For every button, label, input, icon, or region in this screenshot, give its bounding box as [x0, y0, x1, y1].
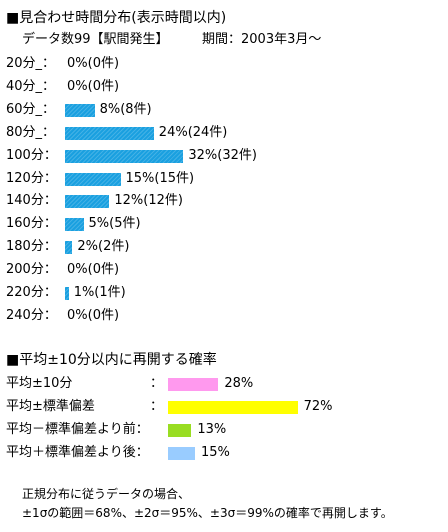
footnote-line2: ±1σの範囲＝68%、±2σ＝95%、±3σ＝99%の確率で再開します。: [22, 506, 393, 520]
category-label: 180分：: [6, 239, 57, 255]
category-label: 120分：: [6, 170, 57, 186]
category-label: 80分_：: [6, 124, 56, 140]
section2-title: ■平均±10分以内に再開する確率: [6, 352, 217, 368]
category-label: 240分：: [6, 307, 57, 323]
distribution-bar: [65, 149, 184, 163]
separator-colon: ：: [150, 376, 164, 391]
distribution-bar: [65, 241, 73, 255]
category-label: 160分：: [6, 216, 57, 232]
distribution-bar: [65, 126, 154, 140]
separator-colon: ：: [150, 399, 164, 414]
category-label: 100分：: [6, 147, 57, 163]
data-label: 1%(1件): [73, 285, 126, 300]
category-label: 20分_：: [6, 56, 56, 71]
probability-category: 平均±10分: [6, 376, 73, 391]
probability-category: 平均－標準偏差より前：: [6, 422, 149, 437]
probability-bar: [168, 447, 195, 460]
data-label: 5%(5件): [88, 216, 141, 232]
probability-category: 平均±標準偏差: [6, 399, 95, 414]
probability-value: 15%: [201, 445, 230, 460]
data-label: 0%(0件): [67, 262, 120, 278]
probability-value: 13%: [197, 422, 227, 437]
probability-bar: [168, 424, 192, 437]
distribution-bar: [65, 195, 110, 209]
data-label: 32%(32件): [188, 147, 257, 163]
data-label: 15%(15件): [125, 170, 195, 186]
data-label: 0%(0件): [67, 307, 120, 323]
distribution-bar: [65, 218, 84, 232]
data-label: 8%(8件): [99, 101, 152, 117]
data-period: 期間：2003年3月～: [202, 32, 322, 47]
category-label: 40分_：: [6, 78, 56, 94]
probability-value: 28%: [224, 376, 254, 391]
data-label: 0%(0件): [67, 78, 120, 94]
data-label: 0%(0件): [67, 56, 120, 71]
section1-title: ■見合わせ時間分布(表示時間以内): [6, 10, 227, 26]
category-label: 140分：: [6, 193, 57, 209]
probability-bar: [168, 378, 219, 391]
category-label: 200分：: [6, 262, 57, 278]
data-label: 2%(2件): [77, 239, 130, 255]
category-label: 220分：: [6, 285, 57, 300]
distribution-bar: [65, 172, 121, 186]
footnote-line1: 正規分布に従うデータの場合、: [22, 487, 191, 501]
probability-bar: [168, 401, 298, 414]
data-count: データ数99【駅間発生】: [22, 32, 169, 47]
category-label: 60分_：: [6, 101, 56, 117]
probability-value: 72%: [303, 399, 333, 414]
probability-category: 平均＋標準偏差より後：: [6, 445, 149, 460]
distribution-bar: [65, 287, 69, 300]
distribution-bar: [65, 103, 95, 117]
data-label: 12%(12件): [114, 193, 183, 209]
data-label: 24%(24件): [158, 124, 228, 140]
